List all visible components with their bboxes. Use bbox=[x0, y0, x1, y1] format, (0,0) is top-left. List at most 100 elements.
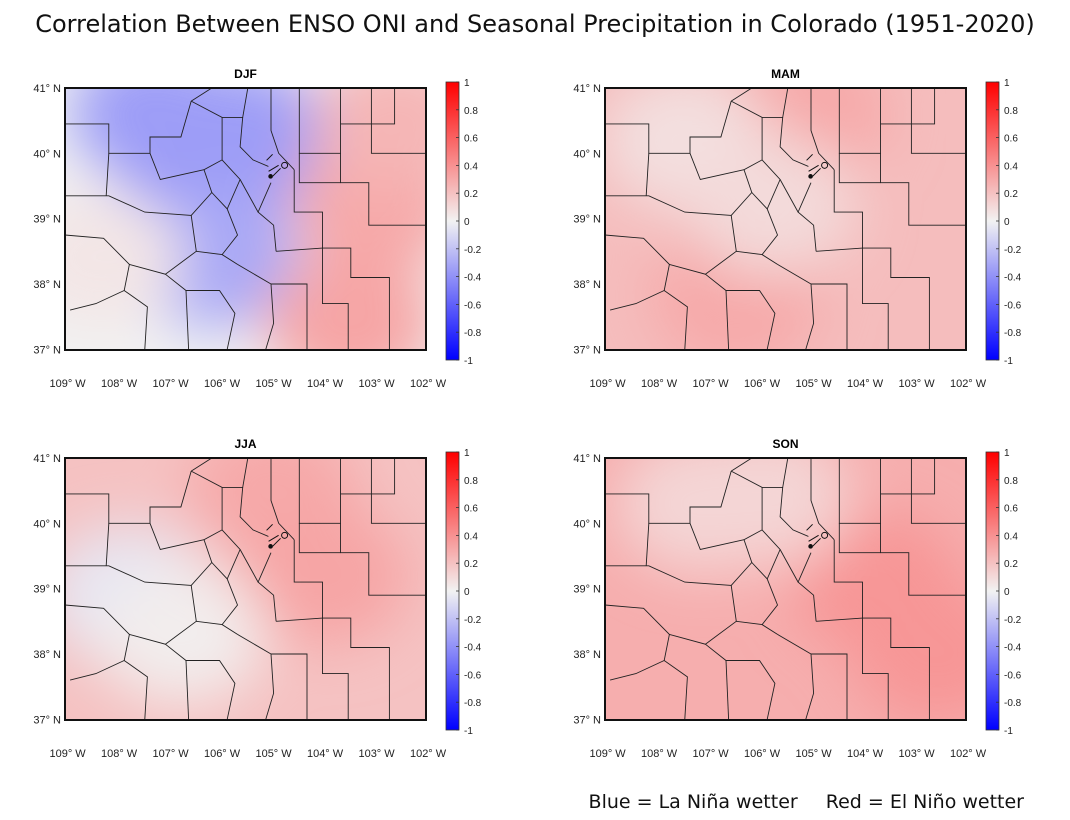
county-line bbox=[779, 117, 809, 167]
colorbar-tick-label: 0.4 bbox=[464, 161, 478, 172]
county-line bbox=[149, 523, 205, 551]
colorbar-tick-label: 0.8 bbox=[1004, 106, 1018, 117]
map-panel: JJA 109° W 108° W 107° W 106° W 105° W 104° W 1… bbox=[33, 437, 482, 760]
county-line bbox=[838, 458, 881, 524]
county-line bbox=[689, 523, 745, 551]
lon-tick-label: 108° W bbox=[101, 748, 138, 760]
lat-tick-label: 40° N bbox=[33, 518, 61, 530]
lon-tick-label: 103° W bbox=[358, 378, 395, 390]
panel-jja: JJA 109° W 108° W 107° W 106° W 105° W 104° W 1… bbox=[8, 432, 538, 802]
lat-tick-label: 37° N bbox=[573, 714, 601, 726]
county-line bbox=[257, 182, 277, 252]
county-line bbox=[779, 549, 799, 583]
lon-tick-label: 106° W bbox=[744, 748, 781, 760]
colorbar-tick-label: -0.8 bbox=[464, 698, 482, 709]
county-line bbox=[239, 549, 259, 583]
county-line bbox=[64, 234, 130, 291]
colorbar-tick-label: -1 bbox=[1004, 726, 1013, 737]
county-line bbox=[149, 153, 205, 181]
county-line bbox=[730, 87, 753, 102]
county-line bbox=[298, 88, 341, 154]
colorbar-tick-label: 0.4 bbox=[464, 531, 478, 542]
county-line bbox=[797, 552, 817, 622]
county-boundaries bbox=[604, 457, 966, 720]
lon-tick-label: 105° W bbox=[255, 378, 292, 390]
lon-tick-label: 108° W bbox=[101, 378, 138, 390]
colorbar-tick-label: -0.2 bbox=[464, 245, 482, 256]
lon-tick-label: 109° W bbox=[589, 378, 626, 390]
map-panel: SON 109° W 108° W 107° W 106° W 105° W 104° W 1… bbox=[573, 437, 1022, 760]
lon-tick-label: 104° W bbox=[847, 378, 884, 390]
correlation-field bbox=[605, 458, 966, 720]
season-label: MAM bbox=[771, 67, 800, 81]
lat-tick-label: 39° N bbox=[33, 214, 61, 226]
colorbar-tick-label: -0.4 bbox=[464, 643, 482, 654]
lon-tick-label: 105° W bbox=[795, 378, 832, 390]
lat-tick-label: 40° N bbox=[573, 518, 601, 530]
colorbar-tick-label: 1 bbox=[1004, 448, 1010, 459]
correlation-field bbox=[605, 88, 966, 350]
lon-tick-label: 102° W bbox=[950, 748, 987, 760]
colorbar-tick-label: -0.6 bbox=[464, 300, 482, 311]
city-marker bbox=[268, 174, 273, 179]
county-line bbox=[340, 88, 396, 125]
lon-tick-label: 103° W bbox=[898, 378, 935, 390]
lat-tick-label: 41° N bbox=[33, 453, 61, 465]
county-line bbox=[605, 195, 737, 252]
county-line bbox=[203, 529, 241, 580]
city-marker bbox=[808, 544, 813, 549]
map-frame bbox=[64, 87, 427, 351]
colorbar-tick-label: 0 bbox=[1004, 217, 1010, 228]
colorbar-tick-label: 0.8 bbox=[464, 476, 478, 487]
county-line bbox=[165, 273, 236, 350]
county-line bbox=[190, 457, 249, 488]
county-line bbox=[185, 660, 190, 720]
county-line bbox=[725, 660, 730, 720]
county-line bbox=[105, 523, 110, 566]
county-line bbox=[190, 87, 249, 118]
field-region bbox=[95, 564, 266, 705]
lon-tick-label: 108° W bbox=[641, 378, 678, 390]
colorbar-tick-label: -0.4 bbox=[1004, 643, 1022, 654]
county-line bbox=[190, 457, 213, 472]
county-line bbox=[838, 523, 881, 554]
county-line bbox=[239, 179, 259, 213]
county-line bbox=[862, 617, 930, 720]
colorbar-tick-label: -0.2 bbox=[1004, 615, 1022, 626]
colorbar-tick-label: -1 bbox=[464, 726, 473, 737]
colorbar-tick-label: -0.2 bbox=[464, 615, 482, 626]
county-line bbox=[340, 552, 426, 596]
colorbar-tick-label: 1 bbox=[1004, 78, 1010, 89]
county-line bbox=[237, 634, 275, 720]
county-line bbox=[185, 290, 190, 350]
lon-tick-label: 107° W bbox=[692, 378, 729, 390]
figure-title: Correlation Between ENSO ONI and Seasona… bbox=[35, 10, 1035, 38]
county-line bbox=[271, 653, 308, 720]
county-line bbox=[862, 618, 889, 720]
colorbar-tick-label: 0.2 bbox=[1004, 559, 1018, 570]
lon-tick-label: 102° W bbox=[410, 748, 447, 760]
city-marker bbox=[806, 523, 821, 547]
lat-tick-label: 38° N bbox=[33, 279, 61, 291]
map-panel: DJF 109° W 108° W 107° W 106° W 105° W 104° W 1… bbox=[33, 67, 482, 390]
lon-tick-label: 103° W bbox=[898, 748, 935, 760]
field-region bbox=[157, 88, 328, 204]
county-line bbox=[779, 487, 809, 537]
lat-tick-label: 38° N bbox=[573, 279, 601, 291]
lon-tick-label: 106° W bbox=[204, 748, 241, 760]
county-line bbox=[838, 153, 881, 184]
county-line bbox=[880, 458, 936, 495]
season-label: DJF bbox=[234, 67, 257, 81]
field-region bbox=[240, 505, 411, 646]
city-marker bbox=[806, 153, 821, 177]
field-region bbox=[687, 135, 858, 276]
county-line bbox=[322, 618, 349, 720]
county-line bbox=[725, 290, 730, 350]
field-region bbox=[682, 458, 853, 568]
county-line bbox=[730, 87, 789, 118]
county-line bbox=[705, 273, 776, 350]
colorbar-tick-label: -0.4 bbox=[1004, 273, 1022, 284]
county-boundaries bbox=[64, 87, 426, 350]
county-line bbox=[190, 87, 213, 102]
colorbar-tick-label: 0.2 bbox=[464, 189, 478, 200]
